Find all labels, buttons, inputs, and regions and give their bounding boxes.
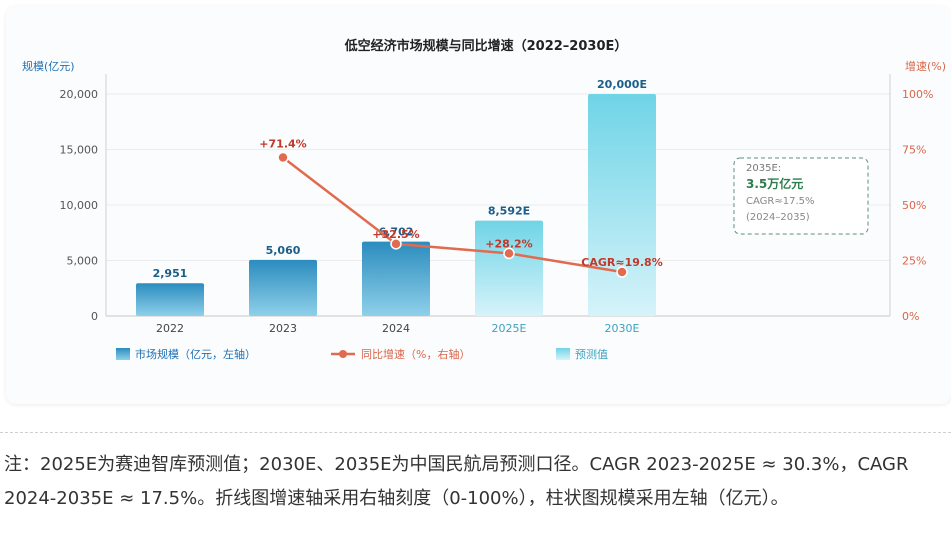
x-tick-label: 2022 (156, 322, 184, 335)
right-axis-label: 增速(%) (905, 59, 946, 73)
left-tick-label: 20,000 (60, 88, 99, 101)
x-tick-label: 2025E (492, 322, 527, 335)
bar-value-label: 6,702 (379, 226, 414, 239)
right-tick-label: 25% (902, 255, 926, 268)
right-tick-label: 0% (902, 310, 919, 323)
annotation-line1: 2035E: (746, 163, 781, 174)
bar-value-label: 2,951 (153, 267, 188, 280)
bar (588, 94, 656, 316)
left-tick-label: 10,000 (60, 199, 99, 212)
legend-label-bars: 市场规模（亿元，左轴） (135, 347, 256, 361)
annotation-line2: 3.5万亿元 (746, 176, 803, 191)
left-tick-label: 5,000 (67, 255, 99, 268)
bar (362, 241, 430, 316)
growth-label: +71.4% (259, 137, 306, 150)
legend-label-forecast: 预测值 (575, 348, 608, 361)
bar-value-label: 5,060 (266, 244, 301, 257)
growth-label: CAGR≈19.8% (581, 256, 662, 269)
growth-label: +32.5% (372, 228, 419, 241)
annotation-line4: (2024–2035) (746, 212, 810, 223)
left-tick-label: 0 (91, 310, 98, 323)
bar-value-label: 8,592E (488, 205, 530, 218)
left-tick-label: 15,000 (60, 144, 99, 157)
chart-card: 低空经济市场规模与同比增速（2022–2030E） 规模(亿元) 增速(%) 0 5,0… (6, 6, 951, 404)
market-size-chart: 低空经济市场规模与同比增速（2022–2030E） 规模(亿元) 增速(%) 0 5,0… (22, 38, 946, 361)
legend-swatch-line-marker (339, 350, 347, 358)
legend-swatch-forecast (556, 348, 570, 360)
legend-label-line: 同比增速（%，右轴） (361, 347, 470, 361)
growth-point (390, 238, 402, 250)
bar-value-label: 20,000E (597, 78, 647, 91)
bar (249, 259, 317, 316)
x-tick-label: 2030E (605, 322, 640, 335)
annotation-box (733, 157, 869, 235)
growth-point (503, 247, 515, 260)
right-tick-label: 50% (902, 199, 926, 212)
x-tick-label: 2023 (269, 322, 297, 335)
x-tick-label: 2024 (382, 322, 410, 335)
growth-point (616, 266, 628, 278)
left-axis-label: 规模(亿元) (22, 59, 75, 73)
growth-label: +28.2% (485, 237, 532, 250)
divider (0, 432, 951, 433)
right-tick-label: 75% (902, 144, 926, 157)
legend-swatch-bars (116, 348, 130, 360)
growth-line (282, 156, 623, 274)
bar (136, 283, 204, 316)
annotation-line3: CAGR≈17.5% (746, 196, 815, 207)
bar (475, 220, 543, 316)
footnote: 注：2025E为赛迪智库预测值；2030E、2035E为中国民航局预测口径。CA… (4, 454, 909, 509)
right-tick-label: 100% (902, 88, 933, 101)
growth-point (277, 151, 289, 164)
chart-title: 低空经济市场规模与同比增速（2022–2030E） (344, 38, 628, 54)
